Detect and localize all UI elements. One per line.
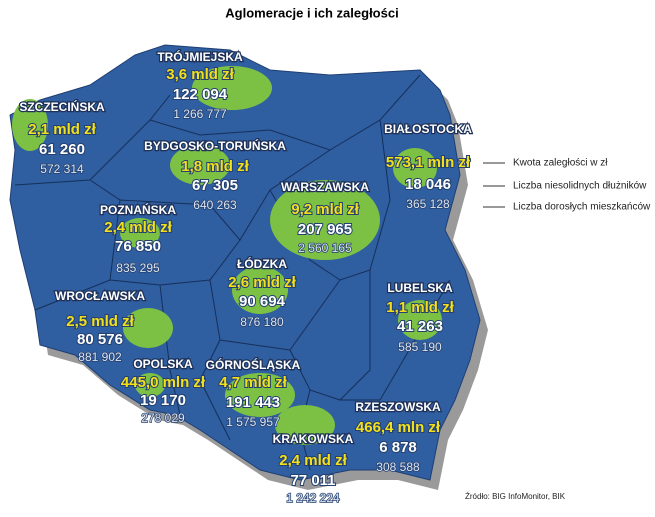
debtor-count: 41 263: [397, 318, 443, 335]
adult-count: 572 314: [40, 162, 84, 176]
adult-count: 835 295: [116, 261, 160, 275]
map: [9, 44, 488, 490]
debt-amount: 2,6 mld zł: [228, 274, 296, 291]
region-name: TRÓJMIEJSKA: [157, 49, 243, 64]
debt-amount: 2,1 mld zł: [28, 121, 96, 138]
debtor-count: 18 046: [405, 176, 451, 193]
adult-count: 278 029: [141, 411, 185, 425]
region-name: LUBELSKA: [387, 281, 453, 295]
region-name: GÓRNOŚLĄSKA: [206, 357, 301, 372]
debt-amount: 3,6 mld zł: [166, 66, 234, 83]
legend: [483, 162, 505, 208]
region-name: KRAKOWSKA: [273, 432, 354, 446]
debtor-count: 90 694: [239, 293, 286, 310]
debt-amount: 2,5 mld zł: [66, 313, 134, 330]
debtor-count: 191 443: [226, 394, 280, 411]
region-name: WROCŁAWSKA: [55, 289, 145, 303]
debtor-count: 61 260: [39, 141, 85, 158]
source: Źródło: BIG InfoMonitor, BIK: [465, 492, 566, 501]
debt-amount: 4,7 mld zł: [219, 374, 287, 391]
debt-amount: 445,0 mln zł: [121, 374, 206, 391]
region-name: OPOLSKA: [133, 357, 193, 371]
debt-amount: 573,1 mln zł: [386, 154, 471, 171]
debtor-count: 19 170: [140, 392, 186, 409]
region-name: SZCZECIŃSKA: [19, 99, 105, 114]
adult-count: 365 128: [406, 197, 450, 211]
debt-amount: 1,1 mld zł: [386, 299, 454, 316]
adult-count: 308 588: [376, 460, 420, 474]
poland: [9, 44, 481, 481]
debt-amount: 1,8 mld zł: [181, 158, 249, 175]
adult-count: 876 180: [240, 315, 284, 329]
debtor-count: 77 011: [290, 472, 335, 489]
adult-count: 640 263: [193, 198, 237, 212]
region-name: POZNAŃSKA: [100, 202, 176, 217]
region-name: WARSZAWSKA: [281, 180, 369, 194]
adult-count: 1 242 224: [286, 491, 340, 505]
debtor-count: 122 094: [173, 86, 228, 103]
adult-count: 585 190: [398, 340, 442, 354]
adult-count: 2 560 165: [298, 241, 352, 255]
region-labels: TRÓJMIEJSKA 3,6 mld zł 122 094 1 266 777 SZC…: [18, 48, 473, 506]
debtor-count: 76 850: [115, 238, 161, 255]
debtor-count: 80 576: [77, 331, 123, 348]
debtor-count: 6 878: [379, 439, 417, 456]
adult-count: 1 575 957: [226, 415, 280, 429]
debt-amount: 2,4 mld zł: [104, 219, 172, 236]
title: Aglomeracje i ich zaległości: [225, 5, 398, 20]
legend-label: Kwota zaległości w zł: [513, 158, 608, 169]
region-name: ŁÓDZKA: [237, 256, 287, 271]
agglomerations: [12, 66, 442, 445]
adult-count: 1 266 777: [173, 107, 227, 121]
legend-label: Liczba niesolidnych dłużników: [513, 181, 647, 192]
region-name: RZESZOWSKA: [355, 400, 441, 414]
debtor-count: 67 305: [192, 177, 238, 194]
region-name: BIAŁOSTOCKA: [384, 122, 472, 136]
voivodeship-borders: [14, 74, 451, 471]
adult-count: 881 902: [78, 350, 122, 364]
debtor-count: 207 965: [298, 221, 352, 238]
region-name: BYDGOSKO-TORUŃSKA: [144, 138, 286, 153]
legend-label: Liczba dorosłych mieszkańców: [513, 202, 651, 213]
debt-amount: 2,4 mld zł: [279, 452, 347, 469]
debt-amount: 9,2 mld zł: [291, 201, 359, 218]
debt-amount: 466,4 mln zł: [356, 419, 441, 436]
